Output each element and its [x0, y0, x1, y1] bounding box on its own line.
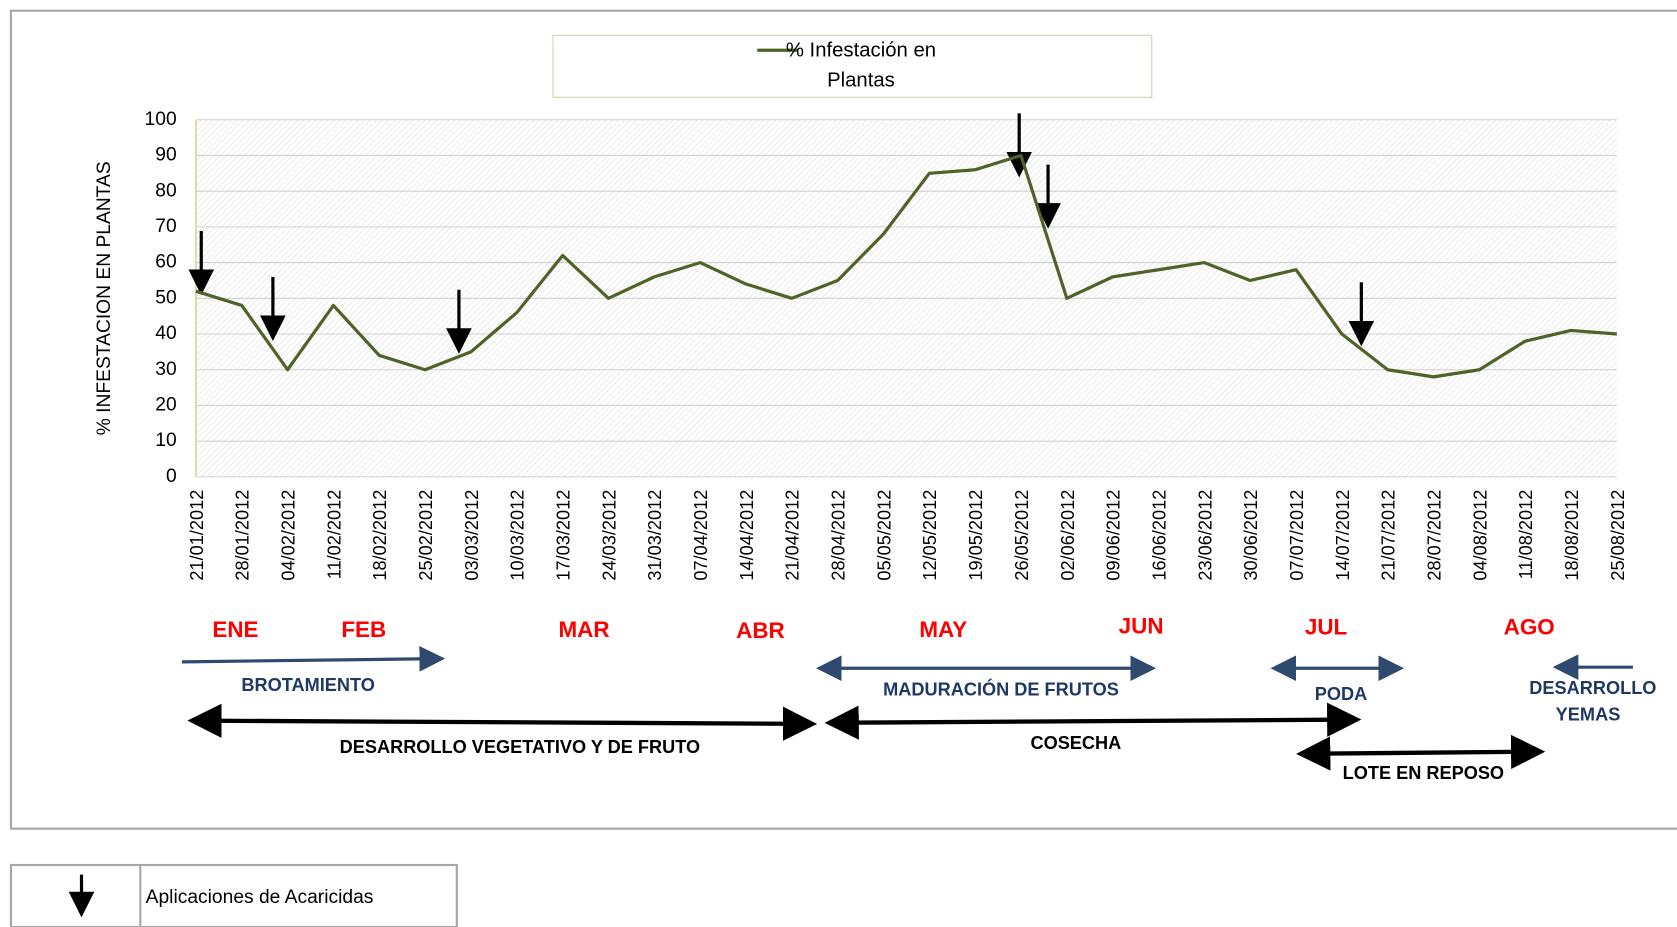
x-tick-label: 28/04/2012 — [829, 490, 849, 581]
y-tick-label: 50 — [155, 287, 176, 308]
stage-label: DESARROLLO VEGETATIVO Y DE FRUTO — [340, 737, 700, 757]
application-arrows — [188, 113, 1375, 354]
legend — [552, 34, 1153, 98]
x-tick-label: 21/07/2012 — [1379, 490, 1399, 581]
y-tick-label: 20 — [155, 395, 176, 416]
x-tick-label: 21/04/2012 — [783, 490, 803, 581]
x-tick-label: 12/05/2012 — [920, 490, 940, 581]
x-tick-label: 25/02/2012 — [416, 490, 436, 581]
x-tick-label: 18/08/2012 — [1562, 490, 1582, 581]
x-tick-label: 05/05/2012 — [874, 490, 894, 581]
y-tick-label: 80 — [155, 180, 176, 201]
phase-label: MADURACIÓN DE FRUTOS — [883, 679, 1119, 700]
x-tick-label: 18/02/2012 — [370, 490, 390, 581]
x-tick-label: 03/03/2012 — [462, 490, 482, 581]
month-label: JUN — [1119, 614, 1164, 639]
stage-label: COSECHA — [1030, 733, 1121, 753]
x-tick-label: 30/06/2012 — [1241, 490, 1261, 581]
x-tick-label: 28/01/2012 — [233, 490, 253, 581]
x-tick-label: 11/02/2012 — [324, 490, 344, 580]
x-tick-label: 19/05/2012 — [966, 490, 986, 581]
phase-arrow — [181, 646, 446, 672]
y-tick-label: 100 — [145, 109, 177, 130]
month-label: ABR — [736, 618, 785, 643]
stage-arrows — [187, 702, 1546, 771]
x-tick-label: 31/03/2012 — [645, 490, 665, 581]
y-tick-label: 0 — [166, 466, 177, 487]
y-tick-label: 70 — [155, 216, 176, 237]
stage-arrow — [1296, 734, 1546, 771]
x-tick-label: 14/04/2012 — [737, 490, 757, 581]
month-label: AGO — [1504, 615, 1555, 640]
month-label: MAR — [558, 617, 609, 642]
x-tick-label: 10/03/2012 — [508, 490, 528, 581]
month-label: MAY — [919, 617, 967, 642]
y-axis-label: % INFESTACION EN PLANTAS — [94, 161, 115, 435]
stage-arrow — [187, 703, 818, 741]
x-tick-label: 07/04/2012 — [691, 490, 711, 581]
x-tick-label: 25/08/2012 — [1608, 490, 1628, 581]
y-tick-label: 40 — [155, 323, 176, 344]
stage-arrow — [824, 702, 1362, 740]
x-tick-label: 04/02/2012 — [279, 490, 299, 581]
x-tick-label: 26/05/2012 — [1012, 490, 1032, 581]
month-label: FEB — [341, 617, 386, 642]
phase-label: PODA — [1315, 684, 1367, 704]
x-tick-label: 24/03/2012 — [599, 490, 619, 581]
phase-label: DESARROLLO YEMAS — [1529, 677, 1657, 725]
x-tick-label: 28/07/2012 — [1424, 490, 1444, 581]
x-tick-label: 14/07/2012 — [1333, 490, 1353, 581]
y-tick-label: 10 — [155, 430, 176, 451]
phase-label: BROTAMIENTO — [241, 675, 374, 695]
month-label: ENE — [212, 617, 258, 642]
x-tick-label: 23/06/2012 — [1195, 490, 1215, 581]
phase-arrows — [181, 646, 1633, 682]
stage-label: LOTE EN REPOSO — [1343, 763, 1504, 783]
legend-label: % Infestación en Plantas — [785, 39, 937, 92]
key-label: Aplicaciones de Acaricidas — [146, 887, 374, 908]
x-tick-label: 07/07/2012 — [1287, 490, 1307, 581]
x-tick-label: 17/03/2012 — [554, 490, 574, 581]
x-tick-label: 02/06/2012 — [1058, 490, 1078, 581]
y-tick-label: 90 — [155, 145, 176, 166]
key-table: Aplicaciones de Acaricidas — [9, 863, 458, 927]
y-tick-label: 30 — [155, 359, 176, 380]
data-line — [195, 153, 1618, 379]
month-label: JUL — [1305, 615, 1348, 640]
x-tick-label: 11/08/2012 — [1516, 490, 1536, 580]
x-tick-label: 21/01/2012 — [187, 490, 207, 581]
x-tick-label: 09/06/2012 — [1104, 490, 1124, 581]
x-tick-label: 16/06/2012 — [1149, 490, 1169, 581]
x-tick-label: 04/08/2012 — [1470, 490, 1490, 581]
legend-text: % Infestación en Plantas — [785, 39, 937, 92]
y-tick-label: 60 — [155, 252, 176, 273]
phase-label-box: DESARROLLO YEMAS — [1529, 677, 1657, 725]
